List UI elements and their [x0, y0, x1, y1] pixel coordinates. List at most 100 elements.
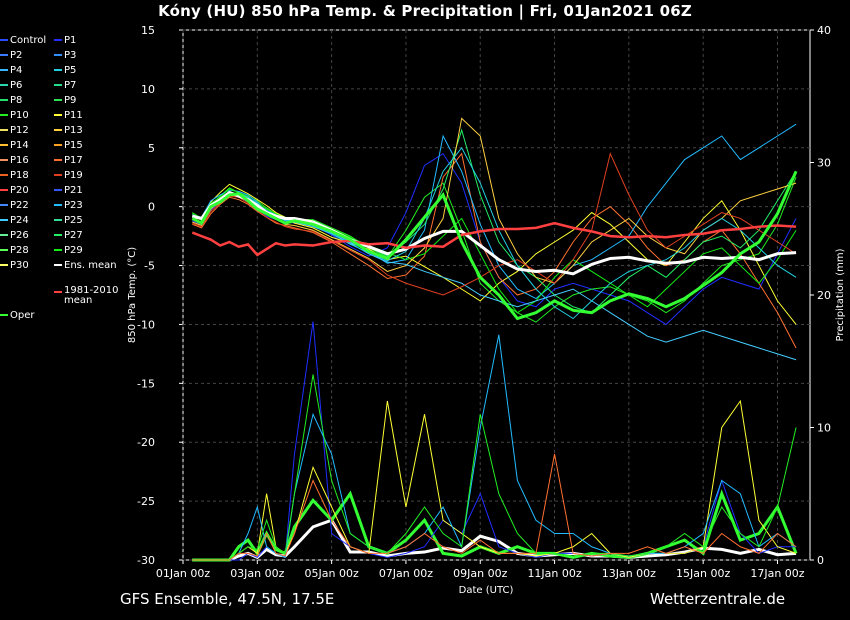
precip-line: [192, 489, 798, 562]
legend-label: P5: [64, 65, 77, 76]
legend-swatch: [0, 189, 8, 191]
precip-line: [192, 518, 797, 562]
x-tick-label: 03Jan 00z: [230, 567, 284, 580]
legend-swatch: [54, 249, 62, 251]
legend-item: P4: [0, 64, 22, 78]
legend-label: P21: [64, 185, 83, 196]
legend-swatch: [54, 54, 62, 56]
temperature-line: [192, 188, 797, 314]
legend-label: P30: [10, 260, 29, 271]
legend-swatch: [0, 219, 8, 221]
legend-label: Control: [10, 35, 47, 46]
footer-model-info: GFS Ensemble, 47.5N, 17.5E: [120, 590, 335, 608]
precip-line: [192, 453, 797, 561]
legend-label: P19: [64, 170, 83, 181]
legend-label: 1981-2010 mean: [64, 285, 119, 306]
legend-swatch: [54, 234, 62, 236]
legend-label: P8: [10, 95, 23, 106]
y-axis-label-right: Precipitation (mm): [835, 248, 846, 341]
temperature-line: [192, 128, 797, 314]
legend-label: P28: [10, 245, 29, 256]
legend-swatch: [54, 99, 62, 101]
temperature-line: [192, 117, 797, 284]
legend-item: Ens. mean: [54, 259, 117, 273]
legend-swatch: [0, 249, 8, 251]
x-tick-label: 13Jan 00z: [602, 567, 656, 580]
x-tick-label: 11Jan 00z: [527, 567, 581, 580]
legend-label: P12: [10, 125, 29, 136]
precip-line: [192, 321, 797, 561]
legend-swatch: [54, 264, 62, 266]
temperature-line: [192, 191, 797, 361]
y-tick-label-right: 0: [817, 554, 824, 567]
legend-swatch: [0, 99, 8, 101]
x-tick-label: 07Jan 00z: [379, 567, 433, 580]
precip-line: [192, 399, 797, 561]
legend-item: P30: [0, 259, 29, 273]
legend-label: P13: [64, 125, 83, 136]
legend-swatch: [0, 84, 8, 86]
legend-swatch: [54, 114, 62, 116]
legend-swatch: [54, 39, 62, 41]
temperature-line: [192, 123, 797, 300]
legend-label: P17: [64, 155, 83, 166]
legend-item: P10: [0, 109, 29, 123]
plot-frame: [182, 29, 811, 561]
legend-label: Ens. mean: [64, 260, 117, 271]
x-tick-label: 01Jan 00z: [156, 567, 210, 580]
temperature-line: [191, 190, 797, 276]
temperature-line: [191, 177, 797, 323]
legend-item: P17: [54, 154, 83, 168]
legend-swatch: [0, 174, 8, 176]
legend-item: P8: [0, 94, 22, 108]
legend-item: Control: [0, 34, 46, 48]
legend-label: P23: [64, 200, 83, 211]
legend-item: P25: [54, 214, 83, 228]
legend-label: P9: [64, 95, 77, 106]
legend-label: P14: [10, 140, 29, 151]
legend-swatch: [0, 39, 8, 41]
x-tick-label: 09Jan 00z: [453, 567, 507, 580]
chart-title: Kóny (HU) 850 hPa Temp. & Precipitation …: [158, 2, 692, 20]
x-tick-label: 15Jan 00z: [676, 567, 730, 580]
y-tick-label-left: 5: [148, 142, 155, 155]
legend-swatch: [0, 144, 8, 146]
y-tick-label-left: 0: [148, 201, 155, 214]
legend-item: 1981-2010 mean: [54, 286, 126, 306]
legend-item: P13: [54, 124, 83, 138]
legend-label: P7: [64, 80, 77, 91]
y-tick-label-left: -5: [144, 260, 155, 273]
legend-item: P5: [54, 64, 76, 78]
legend-item: P12: [0, 124, 29, 138]
legend-item: P11: [54, 109, 83, 123]
legend-item: P14: [0, 139, 29, 153]
y-tick-label-left: -20: [137, 436, 155, 449]
legend-item: P22: [0, 199, 29, 213]
legend-swatch: [0, 204, 8, 206]
legend-item: P16: [0, 154, 29, 168]
legend-item: P3: [54, 49, 76, 63]
precip-line: [192, 374, 797, 561]
legend-item: P29: [54, 244, 83, 258]
legend-label: P26: [10, 230, 29, 241]
legend-item: P2: [0, 49, 22, 63]
temperature-line: [192, 152, 797, 349]
legend-label: P18: [10, 170, 29, 181]
legend-item: P27: [54, 229, 83, 243]
y-tick-label-right: 40: [817, 24, 831, 37]
y-tick-label-left: 10: [141, 83, 155, 96]
legend-item: Oper: [0, 309, 34, 323]
legend-item: P20: [0, 184, 29, 198]
y-tick-label-left: -10: [137, 318, 155, 331]
legend-swatch: [0, 69, 8, 71]
legend-label: P2: [10, 50, 23, 61]
y-tick-label-right: 30: [817, 157, 831, 170]
temperature-line: [192, 152, 797, 326]
legend-item: P26: [0, 229, 29, 243]
legend-label: P29: [64, 245, 83, 256]
legend-swatch: [54, 159, 62, 161]
temperature-line: [191, 170, 798, 321]
legend-swatch: [0, 159, 8, 161]
legend-item: P21: [54, 184, 83, 198]
footer-credit: Wetterzentrale.de: [650, 590, 786, 608]
